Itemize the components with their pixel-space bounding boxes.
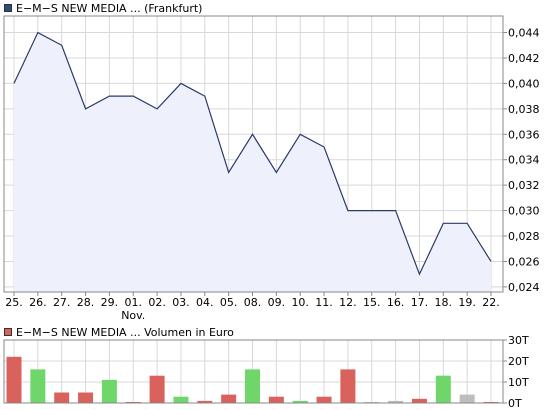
volume-bar bbox=[149, 375, 165, 403]
volume-bar bbox=[459, 394, 475, 403]
price-xtick-label: 03. bbox=[172, 296, 190, 309]
price-plot-frame bbox=[3, 15, 504, 293]
volume-bar bbox=[268, 396, 284, 403]
price-ytick-label: 0,030 bbox=[508, 205, 540, 218]
volume-bar bbox=[435, 375, 451, 403]
volume-bar bbox=[411, 398, 427, 403]
price-ytick-label: 0,024 bbox=[508, 281, 540, 294]
volume-bar bbox=[316, 396, 332, 403]
price-legend: E−M−S NEW MEDIA ... (Frankfurt) bbox=[4, 1, 203, 15]
price-xtick-label: 26. bbox=[29, 296, 47, 309]
price-xtick-label: 12. bbox=[339, 296, 357, 309]
price-xtick-label: 02. bbox=[148, 296, 166, 309]
volume-bar bbox=[292, 400, 308, 403]
price-xtick-label: 28. bbox=[77, 296, 95, 309]
price-ytick-label: 0,032 bbox=[508, 179, 540, 192]
price-xtick-label: 22. bbox=[482, 296, 500, 309]
price-legend-swatch bbox=[4, 4, 12, 12]
price-area-fill bbox=[14, 32, 491, 293]
volume-bar bbox=[78, 392, 94, 403]
price-ytick-label: 0,044 bbox=[508, 27, 540, 40]
price-ytick-label: 0,034 bbox=[508, 154, 540, 167]
price-ytick-label: 0,026 bbox=[508, 255, 540, 268]
price-xtick-label: 08. bbox=[244, 296, 262, 309]
volume-ytick-label: 30T bbox=[508, 334, 529, 347]
price-xtick-label: 16. bbox=[387, 296, 405, 309]
volume-bar bbox=[221, 394, 237, 403]
price-xtick-label: 25. bbox=[5, 296, 23, 309]
price-ytick-label: 0,042 bbox=[508, 52, 540, 65]
volume-bar bbox=[340, 369, 356, 403]
price-xtick-sublabel: Nov. bbox=[121, 309, 145, 322]
price-xtick-label: 09. bbox=[268, 296, 286, 309]
price-xtick-label: 19. bbox=[458, 296, 476, 309]
price-ytick-label: 0,038 bbox=[508, 103, 540, 116]
price-xtick-label: 18. bbox=[435, 296, 453, 309]
volume-ytick-label: 0T bbox=[508, 397, 522, 410]
volume-ytick-label: 10T bbox=[508, 376, 529, 389]
price-xtick-label: 05. bbox=[220, 296, 238, 309]
price-ytick-label: 0,028 bbox=[508, 230, 540, 243]
price-xtick-label: 15. bbox=[363, 296, 381, 309]
price-xtick-label: 17. bbox=[411, 296, 429, 309]
volume-legend: E−M−S NEW MEDIA ... Volumen in Euro bbox=[4, 325, 234, 339]
volume-legend-label: E−M−S NEW MEDIA ... Volumen in Euro bbox=[16, 325, 234, 339]
volume-bar bbox=[6, 356, 22, 403]
price-xtick-label: 04. bbox=[196, 296, 214, 309]
volume-bar bbox=[30, 369, 46, 403]
price-series-line bbox=[13, 31, 492, 276]
price-xtick-label: 01. bbox=[125, 296, 143, 309]
price-xtick-label: 27. bbox=[53, 296, 71, 309]
volume-ytick-label: 20T bbox=[508, 355, 529, 368]
volume-bar bbox=[388, 400, 404, 403]
price-xtick-label: 10. bbox=[291, 296, 309, 309]
price-xtick-label: 29. bbox=[101, 296, 119, 309]
volume-plot-frame bbox=[3, 339, 504, 404]
price-ytick-label: 0,036 bbox=[508, 128, 540, 141]
price-ytick-label: 0,040 bbox=[508, 77, 540, 90]
volume-bar bbox=[197, 400, 213, 403]
price-legend-label: E−M−S NEW MEDIA ... (Frankfurt) bbox=[16, 1, 203, 15]
volume-bar bbox=[101, 379, 117, 403]
volume-bar bbox=[245, 369, 260, 403]
volume-legend-swatch bbox=[4, 328, 12, 336]
price-xtick-label: 11. bbox=[315, 296, 333, 309]
volume-bar bbox=[54, 392, 70, 403]
volume-bar bbox=[173, 396, 189, 403]
